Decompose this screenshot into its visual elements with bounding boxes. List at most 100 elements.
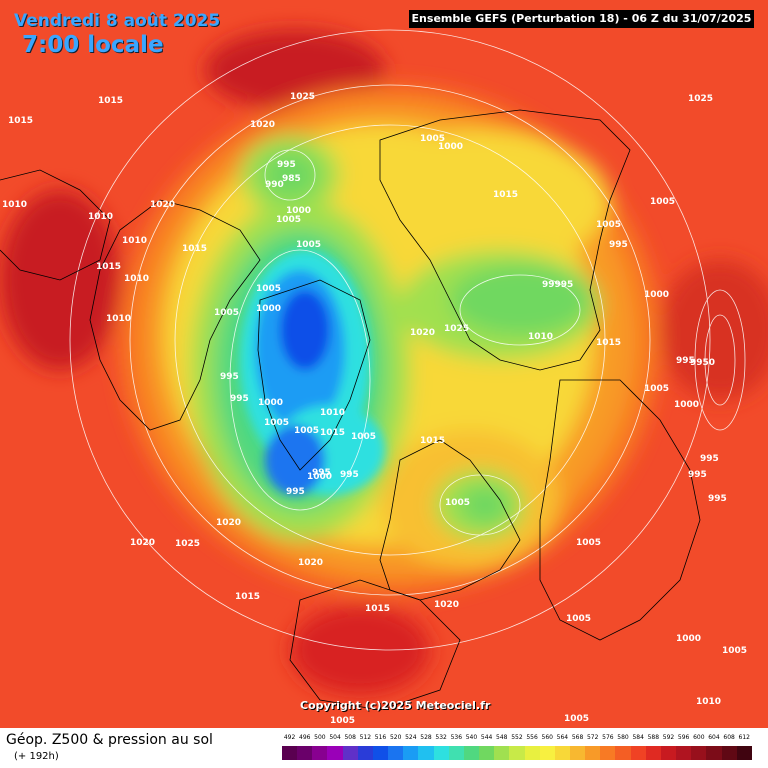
pressure-label: 1015 [596,338,622,348]
pressure-label: 1005 [644,384,670,394]
pressure-label: 995 [609,240,628,250]
pressure-label: 995 [312,468,331,478]
pressure-label: 1010 [696,697,722,707]
colorbar-swatch [342,746,358,760]
pressure-label: 1010 [106,314,132,324]
colorbar-swatch [403,746,419,760]
pressure-label: 1015 [365,604,391,614]
colorbar-tick: 500 [314,734,326,741]
colorbar-tick: 508 [344,734,356,741]
pressure-label: 1015 [98,96,124,106]
colorbar-tick: 572 [586,734,599,741]
colorbar-swatch [585,746,601,760]
pressure-label: 1015 [182,244,208,254]
run-info: Ensemble GEFS (Perturbation 18) - 06 Z d… [409,10,754,28]
pressure-label: 990 [265,180,284,190]
pressure-label: 1025 [444,324,470,334]
pressure-label: 995 [708,494,727,504]
colorbar-tick: 504 [329,734,341,741]
pressure-label: 1020 [216,518,242,528]
colorbar-tick: 516 [374,734,387,741]
pressure-label: 1010 [88,212,114,222]
colorbar-swatch [736,746,752,760]
pressure-label: 1020 [434,600,460,610]
pressure-label: 1005 [722,646,748,656]
pressure-label: 985 [282,174,301,184]
pressure-label: 1010 [124,274,150,284]
colorbar-tick: 592 [662,734,675,741]
colorbar-swatch [312,746,328,760]
pressure-label: 1015 [493,190,519,200]
pressure-label: 1005 [256,284,282,294]
pressure-label: 1015 [96,262,122,272]
colorbar-swatch [539,746,555,760]
colorbar-tick: 536 [450,734,463,741]
pressure-label: 1005 [294,426,320,436]
pressure-label: 995 [277,160,296,170]
colorbar-tick: 552 [511,734,523,741]
colorbar-tick: 580 [617,734,629,741]
colorbar-swatch [721,746,737,760]
colorbar-swatch [676,746,692,760]
pressure-label: 1005 [351,432,377,442]
pressure-label: 1000 [676,634,702,644]
colorbar [282,746,752,760]
pressure-label: 1000 [286,206,312,216]
copyright: Copyright (c)2025 Meteociel.fr [300,699,491,712]
pressure-label: 1000 [307,472,333,482]
colorbar-swatch [433,746,449,760]
pressure-label: 995 [230,394,249,404]
pressure-label: 1020 [250,120,276,130]
colorbar-tick: 588 [647,734,660,741]
pressure-label: 995 [688,470,707,480]
pressure-label: 1000 [256,304,282,314]
colorbar-swatch [691,746,707,760]
colorbar-tick: 520 [389,734,402,741]
colorbar-swatch [660,746,677,760]
colorbar-swatch [327,746,343,760]
colorbar-tick: 604 [708,734,720,741]
pressure-label: 995 [220,372,239,382]
colorbar-swatch [600,746,616,760]
pressure-label: 1010 [320,408,346,418]
colorbar-tick: 584 [632,734,644,741]
colorbar-tick: 544 [480,734,493,741]
colorbar-swatch [282,746,298,760]
pressure-label: 1025 [688,94,714,104]
legend-title: Géop. Z500 & pression au sol [6,732,213,748]
colorbar-tick: 532 [435,734,447,741]
pressure-label: 1005 [576,538,602,548]
pressure-label: 1005 [296,240,322,250]
colorbar-labels: 492 496 500 504 508 512 516 520 524 528 532 536 540 5… [282,734,752,744]
pressure-label: 1025 [290,92,316,102]
pressure-label: 1000 [258,398,284,408]
pressure-label: 1020 [130,538,156,548]
pressure-label: 1020 [298,558,324,568]
colorbar-tick: 608 [723,734,735,741]
pressure-label: 1015 [320,428,346,438]
legend-subtitle: (+ 192h) [14,751,59,762]
pressure-label: 1010 [122,236,148,246]
colorbar-swatch [569,746,586,760]
colorbar-tick: 576 [602,734,614,741]
pressure-label: 995 [286,487,305,497]
pressure-label: 1020 [410,328,436,338]
pressure-label: 995 [676,356,695,366]
colorbar-tick: 596 [677,734,690,741]
forecast-date: Vendredi 8 août 2025 [14,11,221,31]
pressure-label: 1005 [330,716,356,726]
colorbar-tick: 496 [299,734,311,741]
pressure-label: 1015 [420,436,446,446]
pressure-label: 1025 [175,539,201,549]
pressure-label: 1005 [276,215,302,225]
pressure-label: 1000 [438,142,464,152]
colorbar-tick: 524 [405,734,417,741]
colorbar-swatch [463,746,480,760]
colorbar-tick: 548 [496,734,508,741]
pressure-label: 1005 [596,220,622,230]
colorbar-swatch [554,746,570,760]
colorbar-swatch [706,746,722,760]
colorbar-tick: 556 [526,734,538,741]
pressure-label: 1000 [644,290,670,300]
pressure-label: 1015 [8,116,34,126]
